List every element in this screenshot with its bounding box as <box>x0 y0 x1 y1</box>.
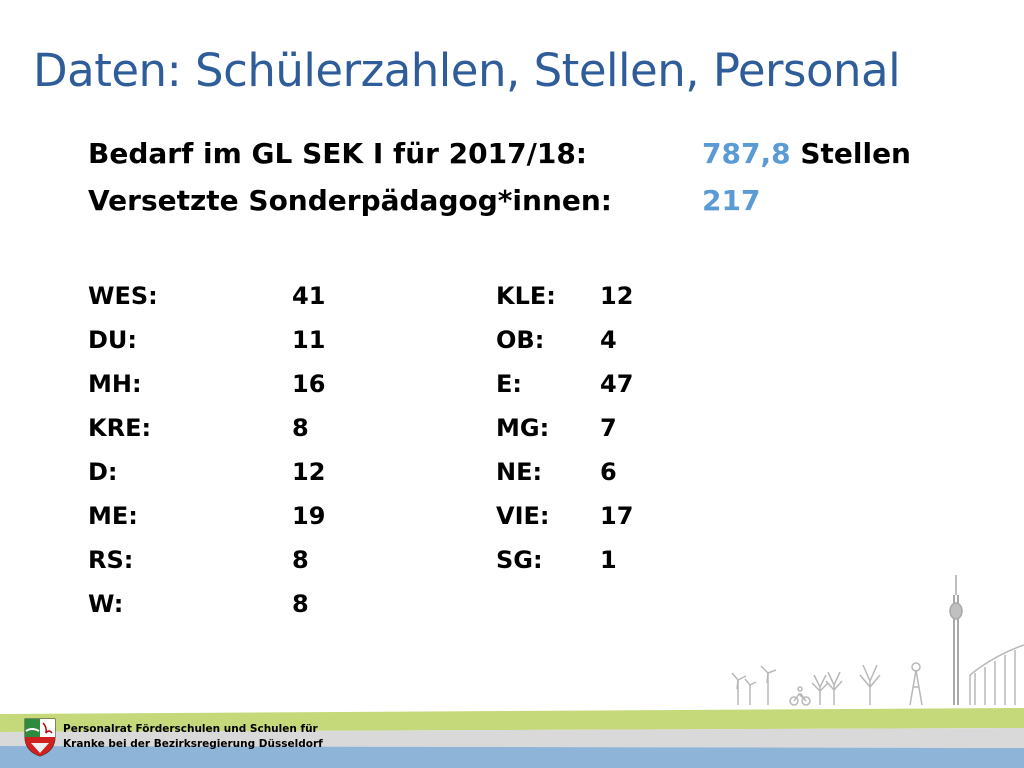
district-code: WES: <box>88 282 158 310</box>
tree-icon <box>825 671 843 705</box>
wind-turbine-icon <box>744 678 757 705</box>
demand-number: 787,8 <box>702 137 791 170</box>
district-count: 1 <box>600 546 617 574</box>
skyline-illustration <box>731 575 1024 706</box>
district-count: 7 <box>600 414 617 442</box>
district-code: SG: <box>496 546 543 574</box>
mine-tower-icon <box>909 662 923 706</box>
district-code: NE: <box>496 458 543 486</box>
district-code: ME: <box>88 502 138 530</box>
district-code: W: <box>88 590 124 618</box>
district-count: 19 <box>292 502 326 530</box>
district-count: 47 <box>600 370 634 398</box>
district-count: 8 <box>292 414 309 442</box>
demand-unit: Stellen <box>790 137 911 170</box>
district-code: DU: <box>88 326 138 354</box>
district-code: VIE: <box>496 502 550 530</box>
footer-text: Personalrat Förderschulen und Schulen fü… <box>63 722 323 752</box>
district-code: E: <box>496 370 522 398</box>
district-count: 8 <box>292 546 309 574</box>
district-count: 17 <box>600 502 634 530</box>
district-count: 8 <box>292 590 309 618</box>
district-code: KLE: <box>496 282 556 310</box>
footer-line-1: Personalrat Förderschulen und Schulen fü… <box>63 723 318 735</box>
transferred-number: 217 <box>702 184 761 217</box>
bicycle-icon <box>789 686 811 706</box>
demand-label: Bedarf im GL SEK I für 2017/18: <box>88 137 587 170</box>
tree-icon <box>811 674 829 705</box>
wind-turbine-icon <box>760 665 777 705</box>
district-count: 16 <box>292 370 326 398</box>
district-code: MH: <box>88 370 142 398</box>
district-count: 12 <box>600 282 634 310</box>
district-code: OB: <box>496 326 545 354</box>
footer-line-2: Kranke bei der Bezirksregierung Düsseldo… <box>63 738 323 750</box>
district-grid: WES: 41 DU: 11 MH: 16 KRE: 8 D: 12 ME: 1… <box>88 280 688 630</box>
district-count: 4 <box>600 326 617 354</box>
nrw-coat-of-arms-icon <box>24 718 56 757</box>
district-code: MG: <box>496 414 550 442</box>
bridge-icon <box>969 644 1024 705</box>
district-count: 41 <box>292 282 326 310</box>
district-count: 12 <box>292 458 326 486</box>
slide-title: Daten: Schülerzahlen, Stellen, Personal <box>33 44 901 97</box>
tree-icon <box>859 664 881 705</box>
transferred-value: 217 <box>702 184 760 217</box>
wind-turbine-icon <box>731 672 747 705</box>
tv-tower-icon <box>949 575 963 705</box>
district-code: KRE: <box>88 414 152 442</box>
footer-band <box>0 706 1024 768</box>
district-code: D: <box>88 458 118 486</box>
transferred-label: Versetzte Sonderpädagog*innen: <box>88 184 613 217</box>
district-count: 6 <box>600 458 617 486</box>
district-code: RS: <box>88 546 134 574</box>
district-count: 11 <box>292 326 326 354</box>
demand-value: 787,8 Stellen <box>702 137 911 170</box>
